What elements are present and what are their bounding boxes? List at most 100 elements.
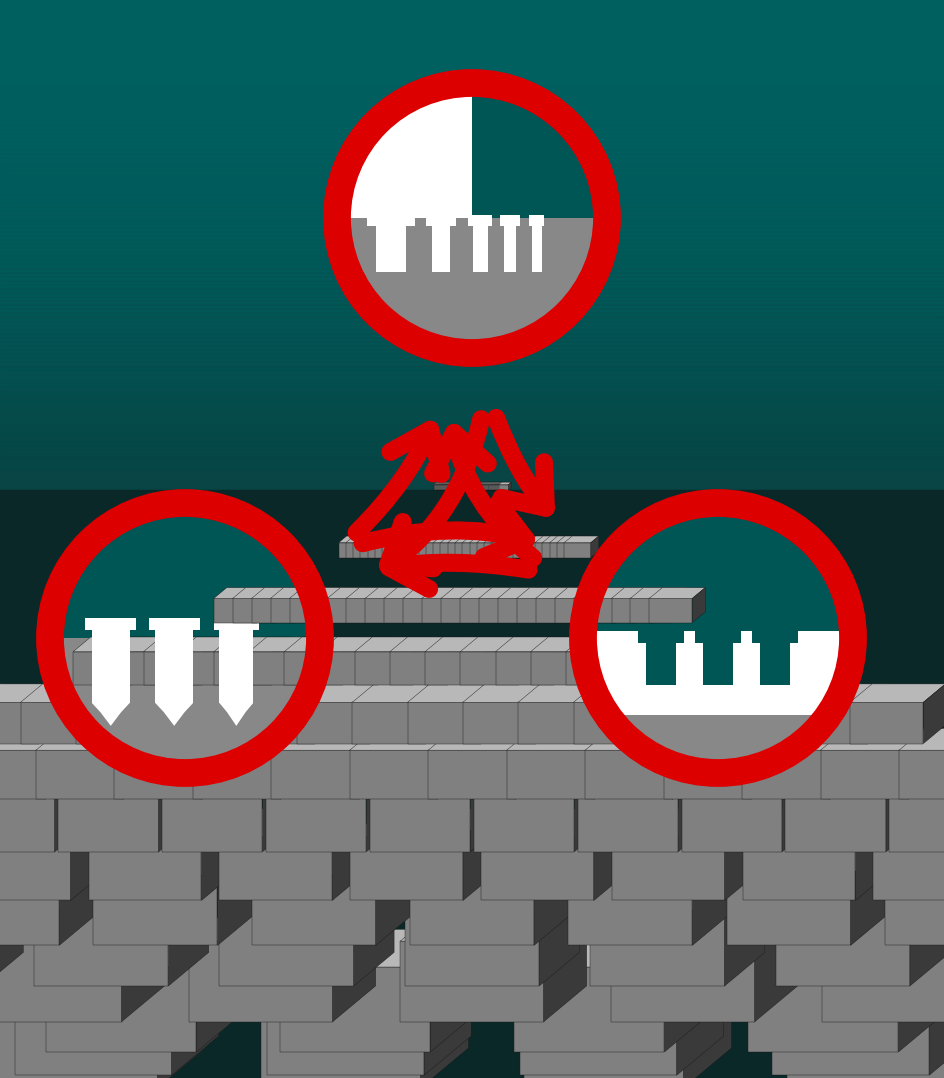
Bar (0, 53, 944, 58)
Polygon shape (516, 588, 573, 598)
Bar (0, 172, 944, 177)
Polygon shape (569, 536, 577, 557)
Polygon shape (498, 542, 525, 557)
Bar (0, 442, 944, 446)
Polygon shape (446, 482, 459, 485)
Polygon shape (910, 876, 944, 986)
Polygon shape (531, 637, 607, 651)
Polygon shape (0, 929, 8, 967)
Polygon shape (518, 702, 592, 744)
Bar (0, 618, 944, 623)
Polygon shape (497, 588, 554, 598)
Bar (500, 216, 519, 225)
Polygon shape (461, 637, 536, 651)
Bar (0, 9, 944, 13)
Bar (0, 219, 944, 224)
Bar (0, 952, 944, 957)
Polygon shape (172, 948, 219, 1075)
Polygon shape (479, 482, 481, 490)
Polygon shape (591, 536, 598, 557)
Polygon shape (425, 637, 501, 651)
Polygon shape (382, 536, 417, 542)
Bar (0, 37, 944, 42)
Bar (751, 632, 798, 644)
Polygon shape (425, 651, 483, 685)
Bar (0, 439, 944, 443)
Bar (0, 176, 944, 181)
Bar (0, 1024, 944, 1028)
Polygon shape (382, 542, 409, 557)
Polygon shape (498, 482, 511, 485)
Bar (0, 288, 944, 292)
FancyArrowPatch shape (433, 433, 533, 558)
Polygon shape (465, 482, 479, 485)
Bar (0, 453, 944, 458)
Bar (0, 111, 944, 116)
Polygon shape (478, 482, 491, 485)
Polygon shape (473, 485, 483, 490)
Polygon shape (443, 485, 453, 490)
Bar (0, 981, 944, 985)
Bar (583, 632, 853, 715)
Polygon shape (589, 637, 607, 685)
Bar (0, 72, 944, 77)
Polygon shape (477, 536, 512, 542)
Bar (0, 464, 944, 468)
Polygon shape (555, 588, 611, 598)
Polygon shape (461, 651, 519, 685)
Bar (0, 913, 944, 917)
Bar (0, 94, 944, 98)
Polygon shape (214, 637, 290, 651)
Polygon shape (365, 536, 373, 557)
Polygon shape (368, 542, 395, 557)
Bar (367, 216, 414, 225)
Bar (532, 216, 542, 272)
Polygon shape (899, 929, 944, 1052)
Bar (0, 258, 944, 262)
FancyArrowPatch shape (389, 534, 529, 589)
Polygon shape (612, 837, 725, 900)
Polygon shape (463, 683, 558, 702)
Bar (0, 129, 944, 134)
Polygon shape (426, 683, 447, 744)
Polygon shape (475, 536, 482, 557)
Polygon shape (515, 729, 542, 799)
Polygon shape (467, 482, 470, 490)
Bar (0, 417, 944, 421)
Bar (0, 895, 944, 899)
Bar (0, 733, 944, 737)
Polygon shape (482, 482, 485, 490)
Bar (0, 367, 944, 371)
Bar (0, 539, 944, 543)
Polygon shape (502, 482, 505, 490)
Bar (0, 73, 944, 79)
Polygon shape (631, 588, 686, 598)
Bar (0, 18, 944, 23)
Polygon shape (370, 683, 393, 744)
Bar (0, 66, 944, 70)
Bar (0, 625, 944, 630)
Polygon shape (400, 906, 586, 941)
Polygon shape (475, 482, 488, 485)
Bar (0, 844, 944, 849)
Polygon shape (469, 482, 472, 490)
Polygon shape (233, 588, 289, 598)
Polygon shape (496, 482, 508, 485)
Polygon shape (458, 485, 468, 490)
Polygon shape (143, 637, 220, 651)
Bar (0, 852, 944, 856)
Polygon shape (457, 482, 460, 490)
Polygon shape (465, 588, 478, 623)
Polygon shape (479, 598, 522, 623)
Bar (0, 762, 944, 766)
Bar (0, 453, 944, 457)
Bar (0, 327, 944, 332)
Bar (0, 622, 944, 626)
Polygon shape (497, 482, 499, 490)
Bar (0, 265, 944, 271)
Polygon shape (15, 987, 172, 1075)
Bar (0, 306, 944, 312)
Bar (0, 217, 944, 221)
Bar (0, 14, 944, 19)
Bar (0, 949, 944, 953)
